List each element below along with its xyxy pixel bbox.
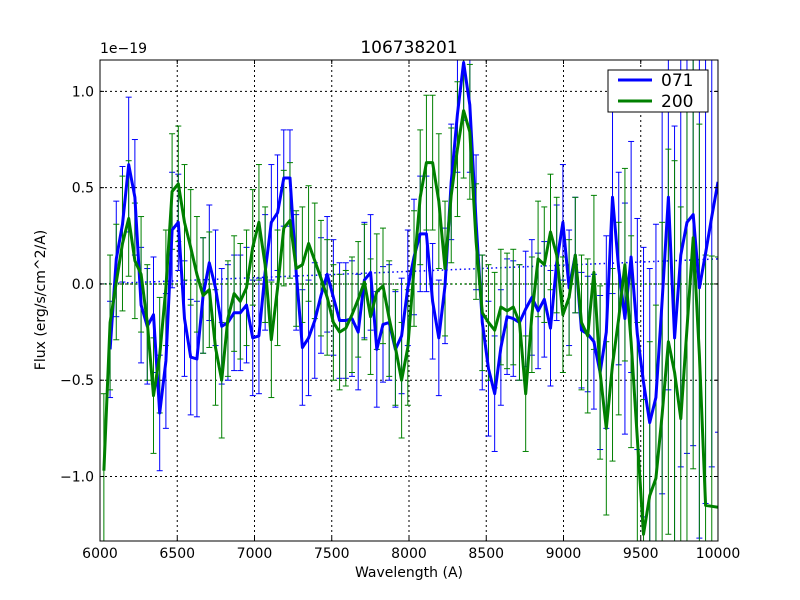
y-tick-label: −1.0 [60, 469, 94, 485]
x-tick-label: 7500 [314, 546, 350, 562]
y-tick-label: 0.5 [72, 181, 94, 197]
x-tick-label: 9500 [623, 546, 659, 562]
y-tick-label: 0.0 [72, 277, 94, 293]
y-tick-label: −0.5 [60, 373, 94, 389]
legend-box [607, 69, 709, 113]
ticks: 6000 6500 7000 7500 8000 8500 9000 9500 10000 −1.… [60, 60, 740, 562]
x-axis-label: Wavelength (A) [355, 565, 463, 581]
error-bar-200 [652, 304, 659, 541]
series-line-200 [102, 109, 718, 536]
y-axis-label: Flux (erg/s/cm^2/A) [33, 230, 49, 370]
x-tick-label: 8000 [391, 546, 427, 562]
legend-label-200: 200 [661, 92, 693, 112]
x-tick-label: 9000 [546, 546, 582, 562]
x-tick-label: 10000 [696, 546, 741, 562]
y-tick-label: 1.0 [72, 84, 94, 100]
chart-title: 106738201 [360, 38, 457, 58]
data-marks [100, 60, 718, 541]
legend: 071 200 [607, 69, 709, 113]
error-bar-200 [671, 160, 678, 541]
error-bar-200 [646, 341, 653, 541]
legend-label-071: 071 [661, 71, 693, 91]
x-tick-label: 6500 [159, 546, 195, 562]
x-tick-label: 6000 [82, 546, 118, 562]
error-bar-200 [659, 221, 666, 541]
error-bar-200 [708, 255, 715, 541]
y-offset-text: 1e−19 [100, 41, 147, 57]
x-tick-label: 7000 [237, 546, 273, 562]
x-tick-label: 8500 [468, 546, 504, 562]
